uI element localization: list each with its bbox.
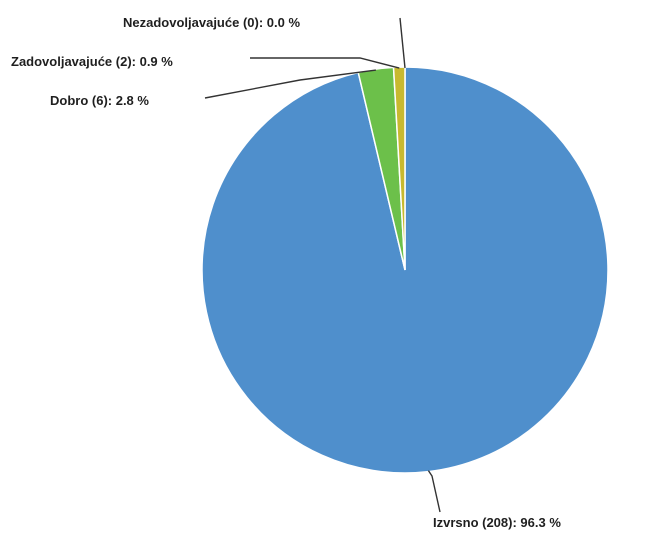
label-dobro: Dobro (6): 2.8 % [50, 93, 149, 108]
leader-line-zadovoljavajuce [250, 57, 400, 69]
data-labels: Nezadovoljavajuće (0): 0.0 % Zadovoljava… [11, 15, 561, 530]
label-nezadovoljavajuce: Nezadovoljavajuće (0): 0.0 % [123, 15, 300, 30]
pie-slices [201, 66, 609, 474]
leader-lines [204, 17, 441, 513]
leader-line-izvrsno [427, 470, 441, 513]
label-izvrsno: Izvrsno (208): 96.3 % [433, 515, 561, 530]
leader-line-nezadovoljavajuce [399, 17, 406, 69]
leader-line-dobro [204, 69, 377, 99]
label-zadovoljavajuce: Zadovoljavajuće (2): 0.9 % [11, 54, 173, 69]
